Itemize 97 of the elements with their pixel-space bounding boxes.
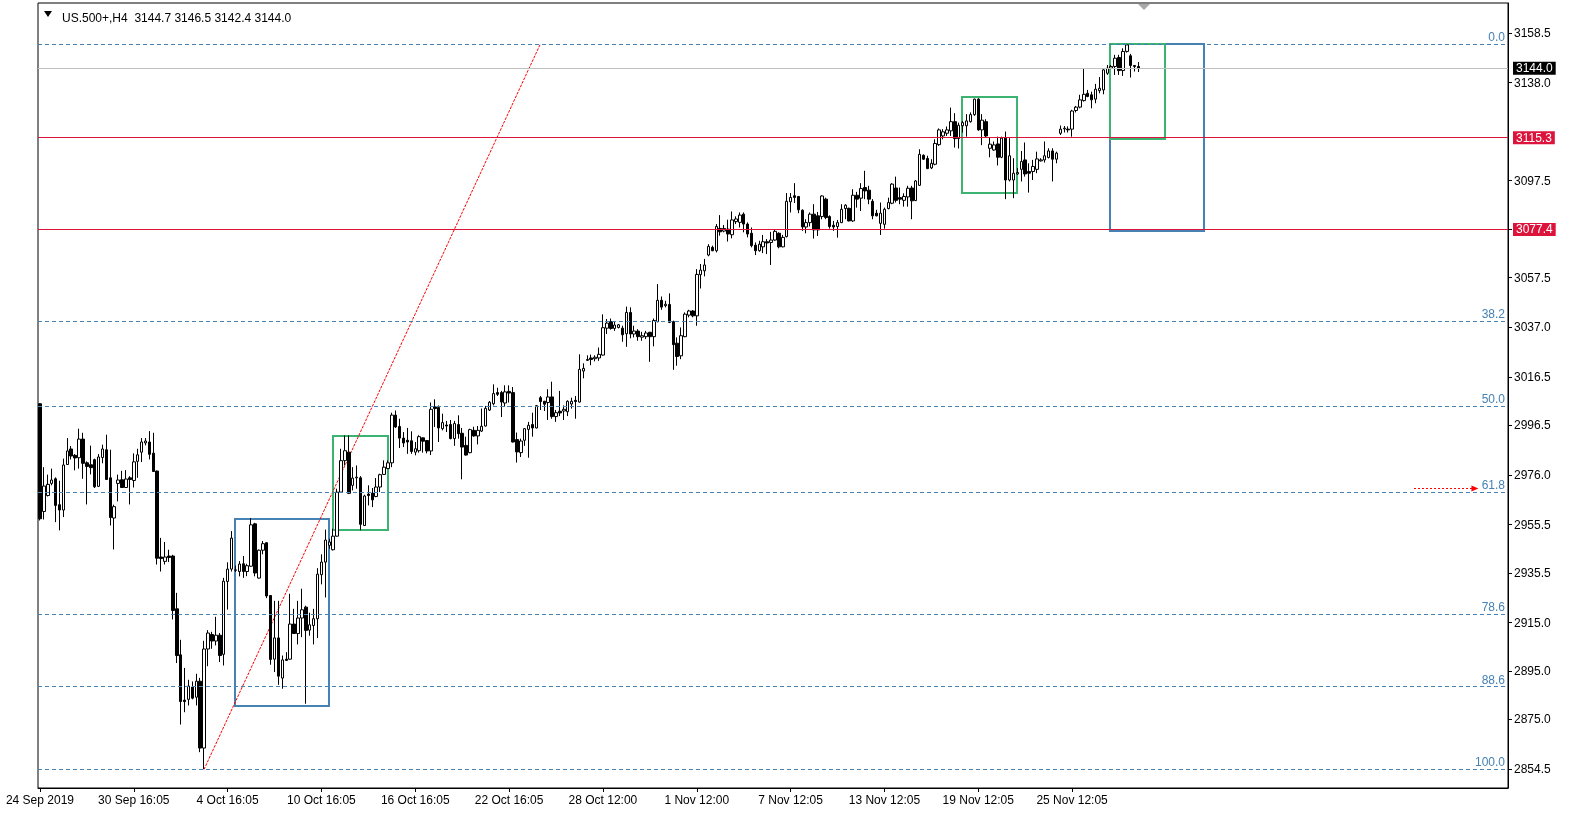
y-tick-label: 2955.5	[1514, 517, 1552, 532]
candlestick	[812, 203, 816, 240]
candlestick	[421, 436, 425, 454]
candlestick	[996, 136, 1000, 166]
candlestick	[1043, 141, 1046, 164]
candlestick	[707, 243, 710, 257]
ref-line-label: 3077.4	[1516, 222, 1554, 237]
candlestick	[324, 529, 327, 598]
ref-line-label: 3115.3	[1516, 130, 1553, 145]
candlestick	[894, 176, 898, 204]
candlestick	[785, 192, 788, 238]
x-tick-label: 4 Oct 16:05	[196, 793, 259, 807]
x-tick-label: 16 Oct 16:05	[380, 793, 450, 807]
y-tick-label: 2875.0	[1514, 712, 1552, 727]
candlestick	[429, 402, 433, 456]
candlestick	[347, 434, 351, 495]
candlestick	[781, 234, 785, 248]
candlestick	[238, 560, 241, 577]
candlestick	[801, 208, 804, 232]
candlestick	[769, 231, 773, 266]
candlestick	[851, 188, 855, 223]
candlestick	[1004, 131, 1007, 200]
y-tick-label: 3016.5	[1514, 369, 1552, 384]
candlestick	[636, 328, 640, 342]
x-tick-label: 25 Nov 12:05	[1036, 793, 1109, 807]
y-tick-label: 2976.0	[1514, 467, 1552, 482]
candlestick	[742, 211, 745, 233]
x-tick-label: 19 Nov 12:05	[942, 793, 1015, 807]
candlestick	[589, 354, 593, 366]
x-tick-label: 13 Nov 12:05	[848, 793, 921, 807]
candlestick	[288, 593, 292, 661]
candlestick	[277, 600, 280, 686]
x-tick-label: 24 Sep 2019	[5, 793, 75, 807]
candlestick	[953, 112, 957, 149]
candlestick	[761, 234, 765, 254]
candlestick	[1121, 47, 1125, 77]
candlestick	[390, 412, 394, 468]
candlestick	[586, 354, 589, 362]
candlestick	[1051, 147, 1054, 182]
x-tick-label: 10 Oct 16:05	[287, 793, 357, 807]
y-tick-label: 3158.5	[1514, 26, 1552, 41]
x-tick-label: 1 Nov 12:00	[664, 793, 730, 807]
candlestick	[116, 474, 120, 502]
candlestick	[566, 399, 569, 417]
y-tick-label: 3037.0	[1514, 320, 1552, 335]
candlestick	[844, 203, 847, 220]
y-tick-label: 2996.5	[1514, 418, 1552, 433]
y-tick-label: 2915.0	[1514, 615, 1552, 630]
candlestick	[613, 321, 616, 332]
candlestick	[539, 395, 542, 411]
y-tick-label: 3138.0	[1514, 75, 1552, 90]
candlestick	[468, 428, 472, 454]
candlestick	[965, 113, 968, 138]
annotation: 78.6	[1481, 599, 1506, 614]
candlestick	[879, 202, 882, 236]
candlestick	[730, 210, 734, 239]
y-tick-label: 2935.5	[1514, 565, 1552, 580]
text: US.500+,H4 3144.7 3146.5 3142.4 3144.0	[62, 11, 292, 25]
candlestick	[777, 231, 781, 249]
annotation: 38.2	[1481, 306, 1506, 321]
x-tick-label: 28 Oct 12:00	[568, 793, 638, 807]
annotation: 88.6	[1481, 672, 1506, 687]
annotation: 61.8	[1481, 478, 1506, 493]
candlestick	[926, 155, 929, 170]
annotation: 100.0	[1474, 755, 1506, 770]
candlestick	[695, 268, 699, 327]
candlestick	[140, 437, 143, 463]
candlestick	[242, 555, 245, 579]
candlestick	[1102, 67, 1105, 95]
candlestick	[1063, 125, 1066, 134]
annotation: 50.0	[1481, 392, 1506, 407]
candlestick	[1070, 109, 1074, 138]
candlestick	[625, 306, 628, 348]
y-tick-label: 2854.5	[1514, 762, 1552, 777]
candlestick	[601, 313, 605, 357]
y-tick-label: 3057.5	[1514, 270, 1552, 285]
annotation: 0.0	[1488, 29, 1506, 44]
candlestick	[1113, 54, 1117, 76]
candlestick	[410, 430, 413, 455]
candlestick	[1059, 125, 1062, 136]
x-tick-label: 30 Sep 16:05	[98, 793, 170, 807]
candlestick	[550, 381, 554, 420]
candlestick	[1137, 61, 1140, 73]
candlestick	[609, 318, 613, 331]
candlestick	[738, 211, 742, 228]
candlestick	[417, 434, 421, 454]
candlestick	[640, 331, 644, 342]
candlestick	[988, 137, 992, 158]
y-tick-label: 2895.0	[1514, 664, 1552, 679]
candlestick	[617, 323, 620, 329]
candlestick	[1129, 53, 1132, 79]
y-tick-label: 3097.5	[1514, 173, 1552, 188]
candlestick	[253, 522, 257, 577]
x-tick-label: 7 Nov 12:05	[758, 793, 824, 807]
ref-line-label: 3144.0	[1516, 61, 1554, 76]
candlestick	[406, 427, 409, 455]
x-tick-label: 22 Oct 16:05	[474, 793, 544, 807]
